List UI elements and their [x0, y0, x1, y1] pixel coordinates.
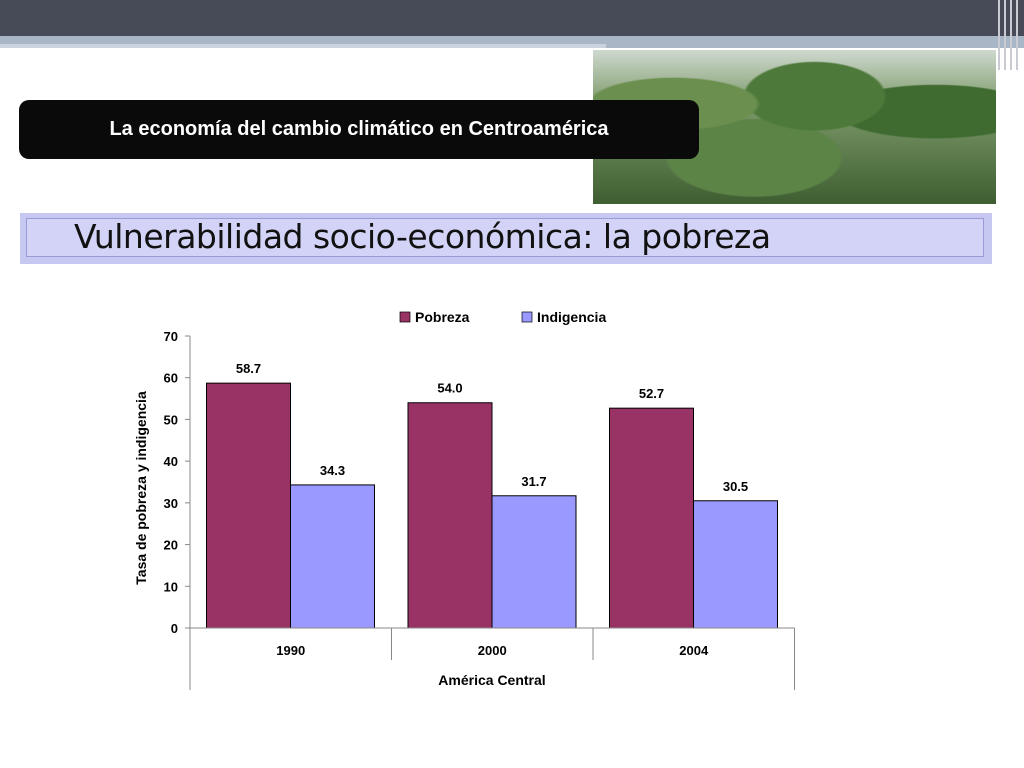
y-axis: 0 10 20 30 40 50 60 70 [164, 329, 191, 636]
data-label: 30.5 [723, 479, 748, 494]
bar-indigencia-2004 [693, 500, 778, 629]
data-label: 54.0 [437, 381, 462, 396]
data-label: 52.7 [639, 386, 664, 401]
bars: 58.7 54.0 52.7 34.3 31.7 30.5 [206, 361, 778, 629]
y-tick-label: 50 [164, 412, 178, 427]
x-category-label: 1990 [276, 643, 305, 658]
legend: Pobreza Indigencia [399, 309, 606, 325]
y-tick-label: 10 [164, 579, 178, 594]
y-tick-label: 20 [164, 538, 178, 553]
bar-chart: 0 10 20 30 40 50 60 70 58.7 54.0 52.7 34.3 31.7 30.5… [133, 309, 795, 690]
bar-indigencia-2000 [491, 495, 577, 629]
bar-pobreza-1990 [206, 382, 291, 629]
y-tick-label: 40 [164, 454, 178, 469]
corner-decoration [994, 0, 1024, 70]
x-axis: 1990 2000 2004 [189, 627, 795, 690]
y-tick-label: 70 [164, 329, 178, 344]
y-tick-label: 60 [164, 371, 178, 386]
legend-swatch-indigencia [521, 311, 533, 323]
data-label: 31.7 [521, 474, 546, 489]
bar-pobreza-2000 [407, 402, 493, 629]
y-axis-label: Tasa de pobreza y indigencia [133, 391, 149, 585]
slide-title: Vulnerabilidad socio-económica: la pobre… [74, 217, 771, 256]
data-label: 34.3 [320, 463, 345, 478]
legend-swatch-pobreza [399, 311, 411, 323]
data-label: 58.7 [236, 361, 261, 376]
top-stripe-highlight [0, 44, 606, 48]
bar-indigencia-1990 [290, 484, 375, 629]
top-bar [0, 0, 1024, 36]
legend-label-pobreza: Pobreza [415, 309, 470, 325]
slide-title-box [26, 218, 984, 257]
bar-pobreza-2004 [609, 407, 694, 629]
legend-label-indigencia: Indigencia [537, 309, 606, 325]
y-tick-label: 30 [164, 496, 178, 511]
x-group-label: América Central [438, 672, 545, 688]
y-tick-label: 0 [171, 621, 178, 636]
x-category-label: 2004 [679, 643, 709, 658]
x-category-label: 2000 [478, 643, 507, 658]
presentation-title: La economía del cambio climático en Cent… [19, 100, 699, 159]
